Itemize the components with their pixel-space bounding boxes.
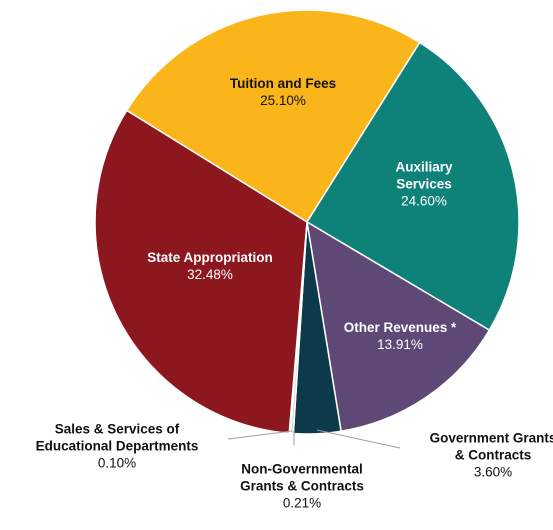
slice-label: Auxiliary Services 24.60% [395,159,453,208]
pie-slice-other-revenues [306,221,491,432]
slice-label: Tuition and Fees 25.10% [230,76,336,108]
slice-label-name: Tuition and Fees [230,76,336,91]
leader-lines [227,429,401,449]
slice-label-value: 32.48% [187,267,233,282]
slice-label-name: Government Grants [430,430,553,445]
slice-label-value: 3.60% [474,464,512,479]
slice-label: Non-Governmental Grants & Contracts 0.21% [240,461,364,510]
slice-label-name: Educational Departments [36,438,199,453]
slice-label: Other Revenues * 13.91% [344,320,457,352]
slice-label-name: State Appropriation [147,250,273,265]
slice-label-name: Sales & Services of [55,421,180,436]
leader-line [227,430,293,440]
slice-label-value: 25.10% [260,93,306,108]
slice-label-name: Other Revenues * [344,320,457,335]
slice-label: Sales & Services of Educational Departmen… [36,421,199,470]
slice-label: Government Grants & Contracts 3.60% [430,430,553,479]
pie-slices [94,9,520,435]
slice-label-name: Non-Governmental [241,461,363,476]
slice-label: State Appropriation 32.48% [147,250,273,282]
slice-label-value: 0.10% [98,455,136,470]
leader-line [316,429,401,449]
pie-slice-auxiliary-services [306,41,520,331]
pie-slice-state-appropriation [94,109,308,434]
slice-label-name: & Contracts [455,447,532,462]
slice-label-value: 13.91% [377,337,423,352]
slice-label-value: 0.21% [283,495,321,510]
pie-slice-tuition-and-fees [125,9,421,223]
slice-label-name: Grants & Contracts [240,478,364,493]
slice-label-name: Services [396,176,452,191]
slice-label-name: Auxiliary [395,159,453,174]
slice-label-value: 24.60% [401,193,447,208]
